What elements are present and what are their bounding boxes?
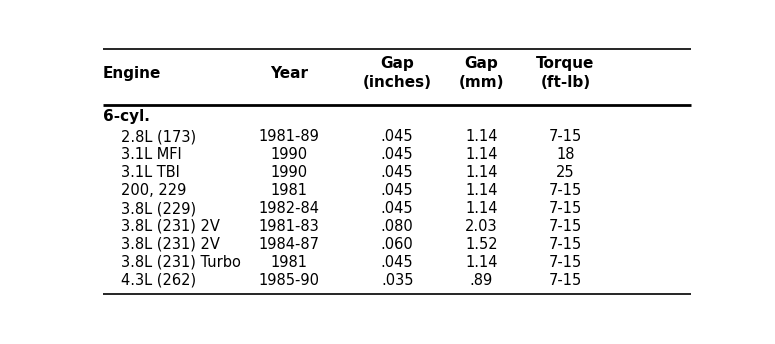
Text: 2.8L (173): 2.8L (173) xyxy=(121,129,196,144)
Text: 7-15: 7-15 xyxy=(549,255,582,270)
Text: 3.1L TBI: 3.1L TBI xyxy=(121,165,180,180)
Text: 7-15: 7-15 xyxy=(549,129,582,144)
Text: .045: .045 xyxy=(381,147,414,162)
Text: Year: Year xyxy=(270,66,308,80)
Text: Engine: Engine xyxy=(103,66,161,80)
Text: 1.14: 1.14 xyxy=(465,201,498,216)
Text: 1981: 1981 xyxy=(270,255,308,270)
Text: 200, 229: 200, 229 xyxy=(121,183,186,198)
Text: 1985-90: 1985-90 xyxy=(259,273,319,288)
Text: Torque
(ft-lb): Torque (ft-lb) xyxy=(536,56,594,90)
Text: 3.8L (231) 2V: 3.8L (231) 2V xyxy=(121,219,220,234)
Text: 7-15: 7-15 xyxy=(549,273,582,288)
Text: 1990: 1990 xyxy=(270,165,308,180)
Text: .080: .080 xyxy=(381,219,414,234)
Text: 1990: 1990 xyxy=(270,147,308,162)
Text: 1.52: 1.52 xyxy=(465,237,498,252)
Text: .060: .060 xyxy=(381,237,414,252)
Text: 7-15: 7-15 xyxy=(549,237,582,252)
Text: 1.14: 1.14 xyxy=(465,183,498,198)
Text: 7-15: 7-15 xyxy=(549,201,582,216)
Text: 3.8L (231) 2V: 3.8L (231) 2V xyxy=(121,237,220,252)
Text: .045: .045 xyxy=(381,255,414,270)
Text: .89: .89 xyxy=(470,273,493,288)
Text: .045: .045 xyxy=(381,165,414,180)
Text: 7-15: 7-15 xyxy=(549,219,582,234)
Text: 1.14: 1.14 xyxy=(465,255,498,270)
Text: 1981-89: 1981-89 xyxy=(259,129,319,144)
Text: Gap
(mm): Gap (mm) xyxy=(459,56,504,90)
Text: 1.14: 1.14 xyxy=(465,147,498,162)
Text: 3.8L (229): 3.8L (229) xyxy=(121,201,196,216)
Text: 1982-84: 1982-84 xyxy=(259,201,319,216)
Text: 3.1L MFI: 3.1L MFI xyxy=(121,147,181,162)
Text: .035: .035 xyxy=(381,273,413,288)
Text: 1.14: 1.14 xyxy=(465,129,498,144)
Text: 25: 25 xyxy=(556,165,575,180)
Text: .045: .045 xyxy=(381,129,414,144)
Text: 1981: 1981 xyxy=(270,183,308,198)
Text: 1981-83: 1981-83 xyxy=(259,219,319,234)
Text: 1.14: 1.14 xyxy=(465,165,498,180)
Text: 18: 18 xyxy=(556,147,574,162)
Text: 2.03: 2.03 xyxy=(465,219,498,234)
Text: 7-15: 7-15 xyxy=(549,183,582,198)
Text: .045: .045 xyxy=(381,183,414,198)
Text: .045: .045 xyxy=(381,201,414,216)
Text: 1984-87: 1984-87 xyxy=(259,237,319,252)
Text: 3.8L (231) Turbo: 3.8L (231) Turbo xyxy=(121,255,241,270)
Text: Gap
(inches): Gap (inches) xyxy=(363,56,432,90)
Text: 4.3L (262): 4.3L (262) xyxy=(121,273,196,288)
Text: 6-cyl.: 6-cyl. xyxy=(103,109,150,124)
